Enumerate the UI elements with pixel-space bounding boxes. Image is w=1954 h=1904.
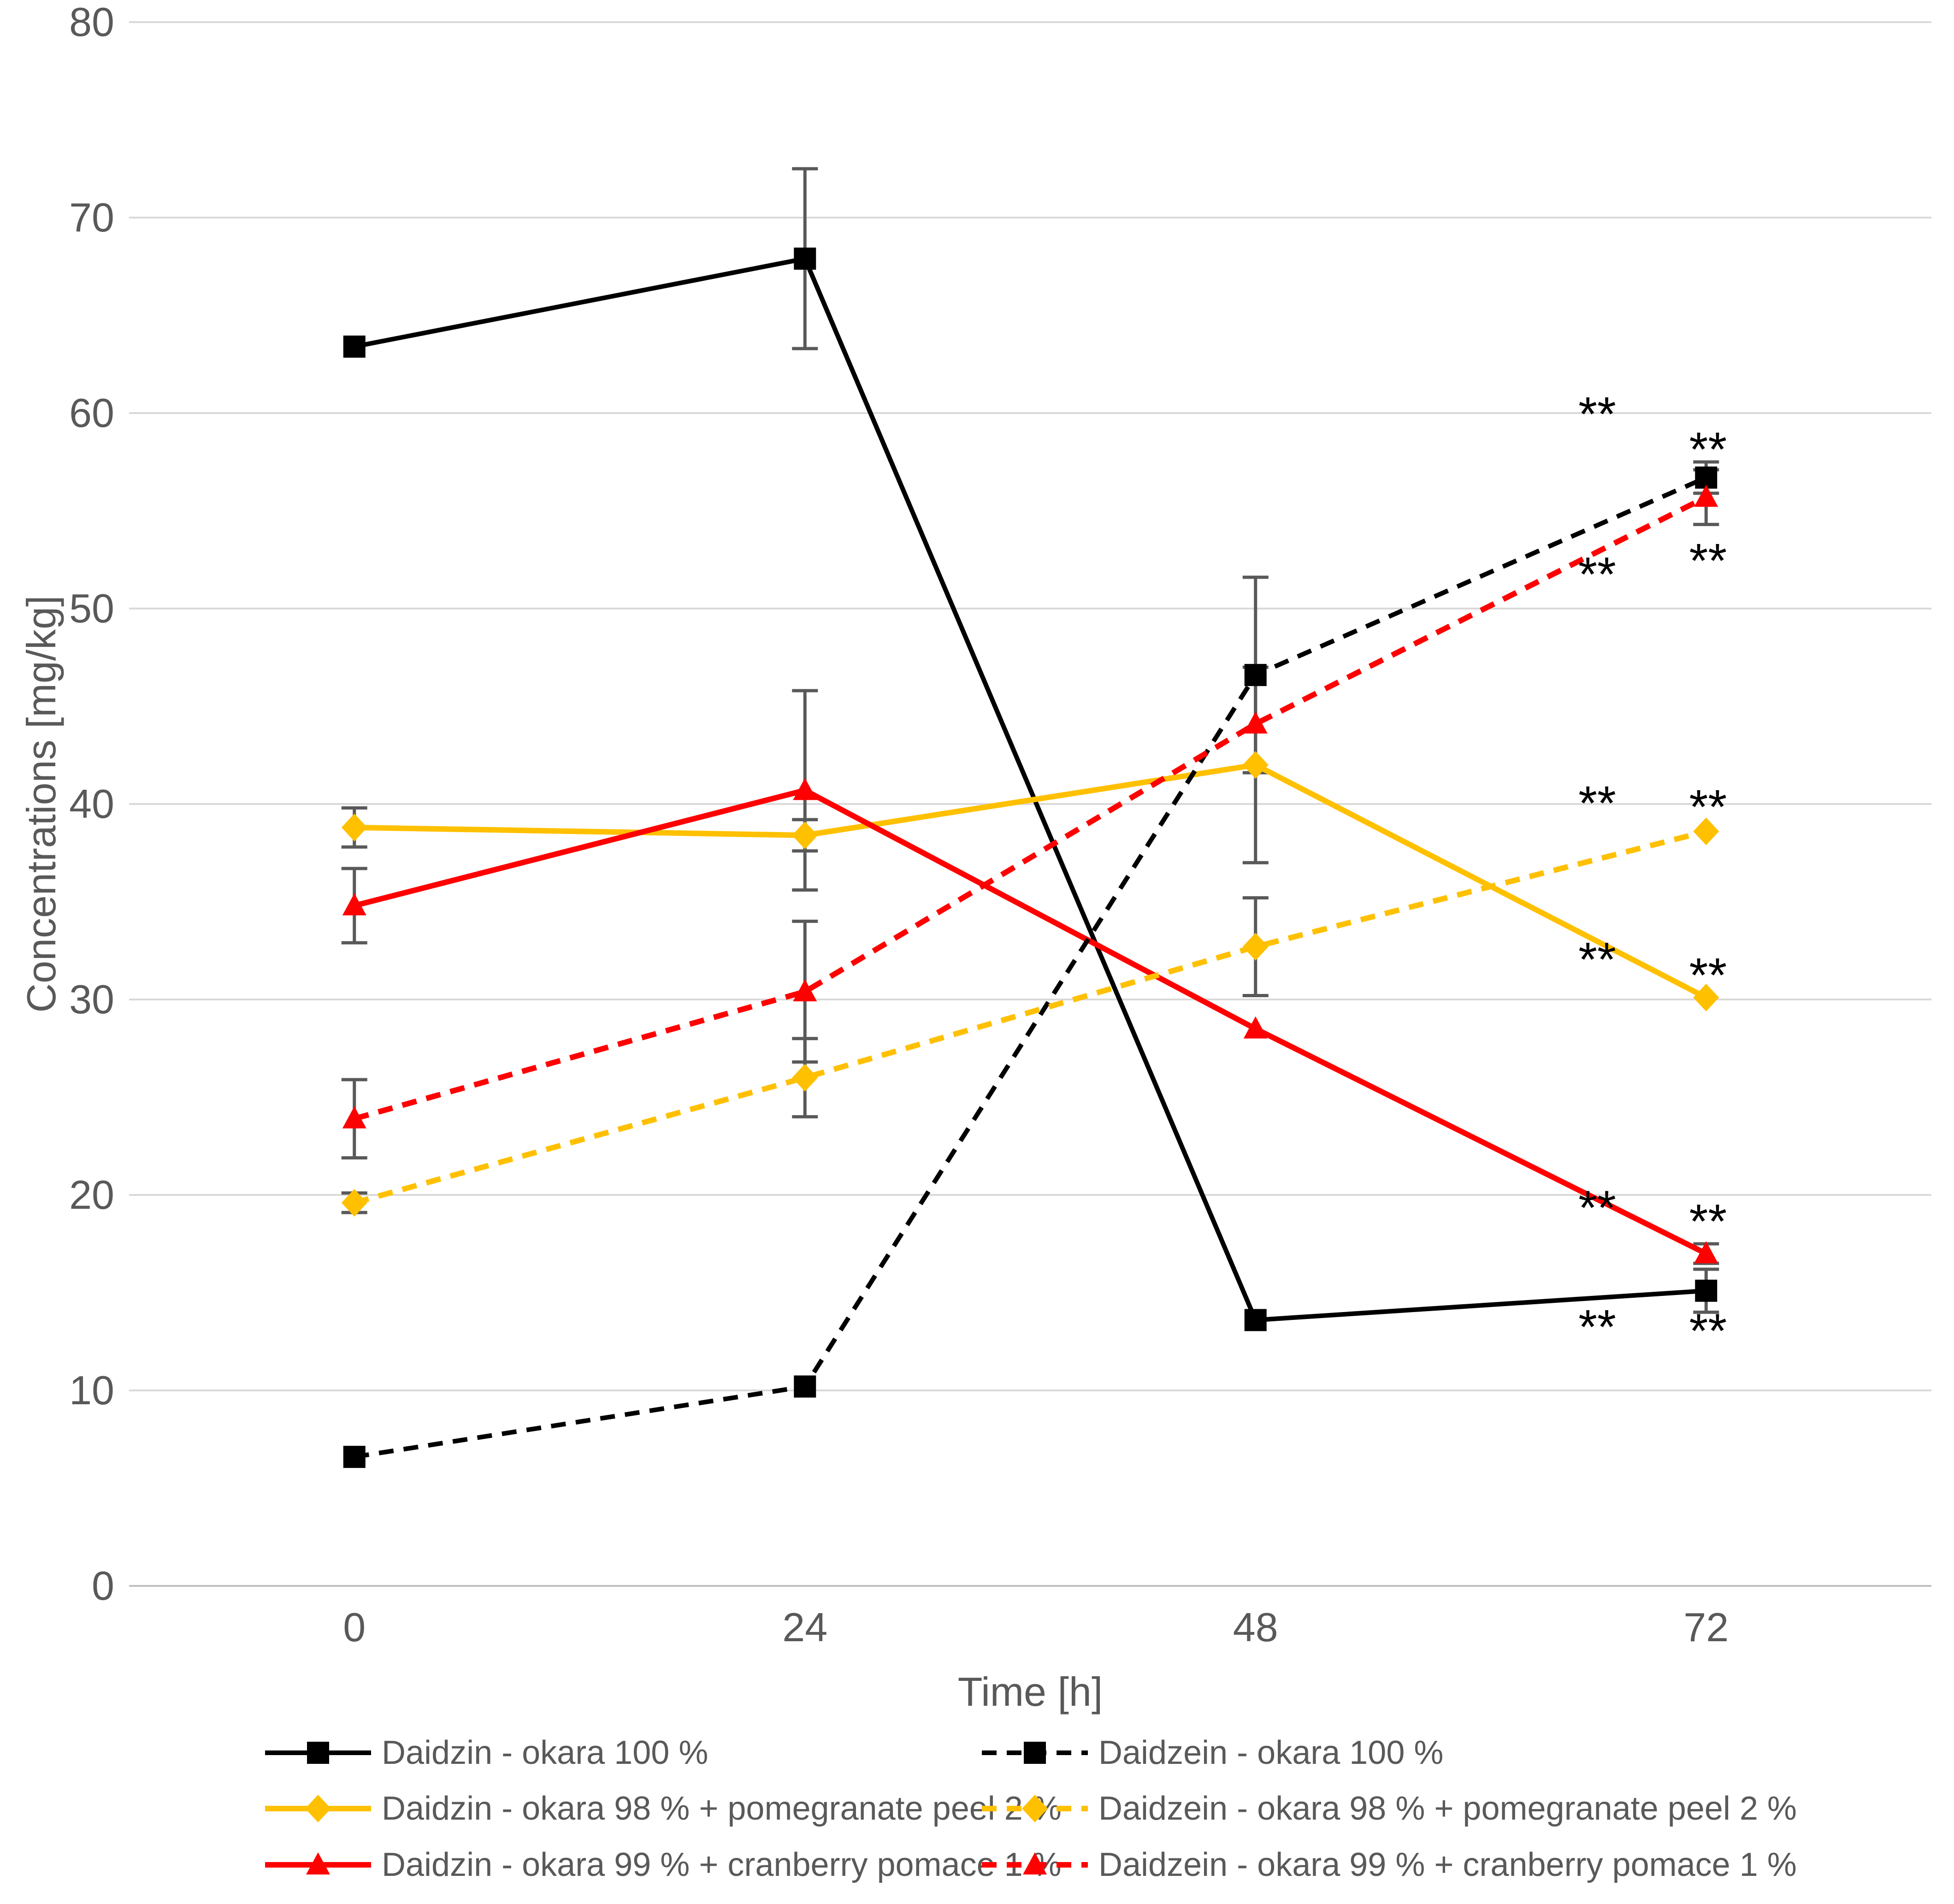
data-point-marker [1693,983,1719,1011]
data-point-marker [342,1106,366,1129]
data-point-marker [793,778,817,800]
data-point-marker [343,335,366,358]
data-point-marker [1243,711,1268,734]
y-tick-label: 0 [92,1563,114,1608]
legend-swatch-daidzin-okara100 [265,1742,371,1764]
x-tick-label: 0 [343,1604,366,1650]
legend-item-daidzin-cranberry: Daidzin - okara 99 % + cranberry pomace … [263,1842,1062,1888]
legend-marker-square [1024,1742,1046,1764]
x-axis-title: Time [h] [958,1669,1103,1715]
legend-item-daidzin-pomegranate: Daidzin - okara 98 % + pomegranate peel … [263,1786,1062,1832]
legend-item-daidzein-cranberry: Daidzein - okara 99 % + cranberry pomace… [980,1842,1797,1888]
data-point-marker [1242,933,1269,961]
data-point-marker [794,1375,816,1398]
significance-stars: ** [1578,1181,1616,1235]
series-line [354,762,1708,1000]
data-point-marker [1694,485,1718,507]
data-point-marker [792,1064,818,1092]
legend-item-daidzein-pomegranate: Daidzein - okara 98 % + pomegranate peel… [980,1786,1797,1832]
y-tick-label: 70 [69,195,114,240]
y-tick-label: 20 [69,1172,114,1218]
legend-marker-diamond [305,1795,331,1822]
x-tick-label: 24 [782,1604,827,1650]
significance-stars: ** [1689,1304,1727,1358]
data-point-marker [341,1189,367,1217]
legend-item-daidzein-okara100: Daidzein - okara 100 % [980,1730,1443,1776]
legend-swatch-daidzin-pomegranate [265,1795,371,1822]
y-tick-label: 10 [69,1367,114,1413]
significance-stars: ** [1689,1194,1727,1248]
legend-swatch-daidzin-cranberry [265,1852,371,1874]
significance-stars: ** [1578,1300,1616,1354]
data-point-marker [1244,664,1267,686]
legend-label: Daidzein - okara 98 % + pomegranate peel… [1098,1790,1797,1827]
data-point-marker [342,893,366,916]
data-point-marker [793,979,817,1002]
series-line [354,475,1707,1460]
legend-label: Daidzin - okara 98 % + pomegranate peel … [382,1790,1062,1827]
y-tick-label: 50 [69,585,114,631]
series-line [354,494,1707,1122]
data-point-marker [1244,1309,1267,1331]
data-point-marker [1695,1279,1718,1302]
data-point-marker [1243,1016,1268,1039]
legend-label: Daidzein - okara 100 % [1098,1734,1444,1771]
legend-label: Daidzin - okara 100 % [382,1734,708,1771]
significance-stars: ** [1578,387,1616,441]
significance-stars: ** [1689,948,1727,1002]
legend-marker-triangle [1023,1852,1047,1874]
legend-marker-diamond [1022,1795,1048,1822]
significance-stars: ** [1578,548,1616,602]
legend-item-daidzin-okara100: Daidzin - okara 100 % [263,1730,708,1776]
series-line [354,828,1707,1206]
y-axis-title: Concentrations [mg/kg] [18,596,64,1013]
legend-swatch-daidzein-cranberry [982,1852,1088,1874]
legend-marker-triangle [306,1852,330,1874]
y-tick-label: 30 [69,976,114,1022]
data-point-marker [1242,751,1269,779]
data-point-marker [792,821,818,849]
series-line [354,256,1706,1323]
x-tick-label: 48 [1233,1604,1278,1650]
y-tick-label: 40 [69,781,114,827]
data-point-marker [794,248,816,270]
data-point-marker [341,813,367,841]
chart-canvas: 0 10 20 30 40 50 60 70 80 0 24 48 72 Time [h] Concentr… [18,0,1931,1715]
data-point-marker [343,1446,366,1468]
legend-swatch-daidzein-okara100 [982,1742,1088,1764]
y-tick-label: 80 [69,0,114,45]
legend-marker-square [307,1742,329,1764]
significance-stars: ** [1689,780,1727,834]
data-point-marker [1693,817,1719,846]
significance-stars: ** [1689,534,1727,588]
y-tick-label: 60 [69,390,114,436]
series-line [354,787,1707,1256]
legend-label: Daidzein - okara 99 % + cranberry pomace… [1098,1846,1797,1883]
legend-swatch-daidzein-pomegranate [982,1795,1088,1822]
significance-stars: ** [1689,422,1727,476]
x-tick-label: 72 [1683,1604,1729,1650]
data-point-marker [1694,1241,1718,1264]
significance-stars: ** [1578,933,1616,987]
significance-stars: ** [1578,776,1616,830]
legend-label: Daidzin - okara 99 % + cranberry pomace … [382,1846,1062,1883]
